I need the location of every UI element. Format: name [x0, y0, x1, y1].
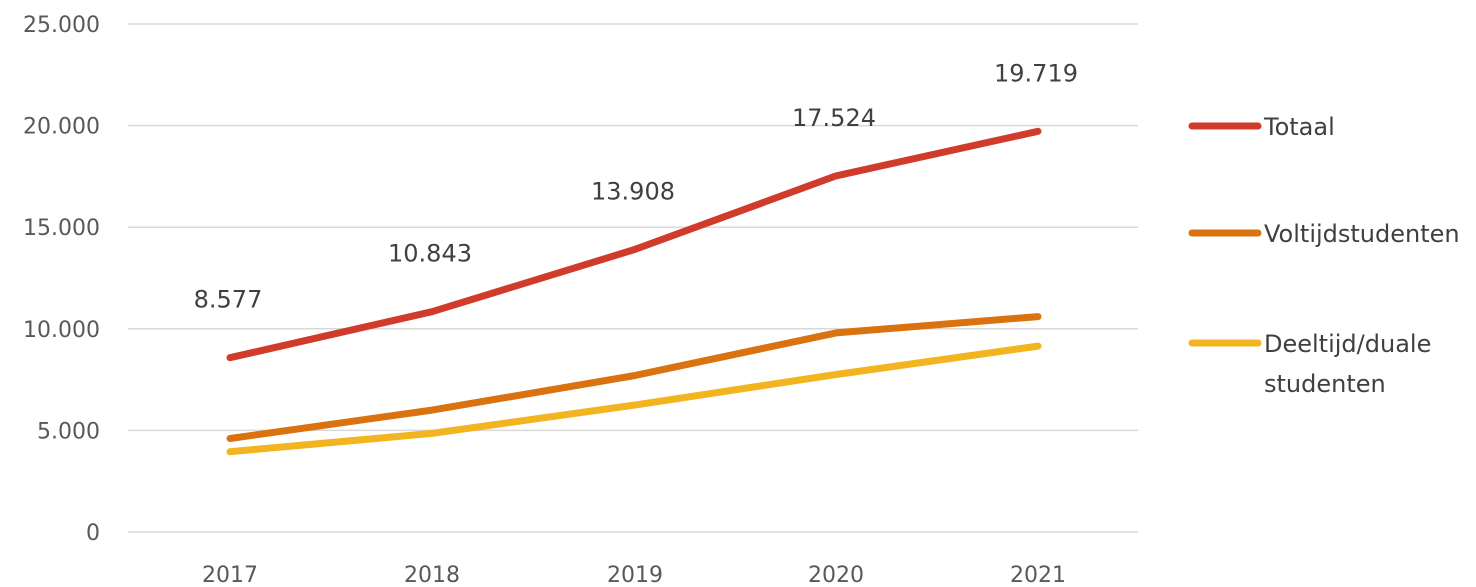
- data-label: 13.908: [591, 177, 675, 205]
- legend-label: Voltijdstudenten: [1264, 220, 1460, 248]
- data-label: 17.524: [792, 104, 876, 132]
- data-label: 8.577: [194, 286, 263, 314]
- legend: Totaal Voltijdstudenten Deeltijd/duale stud…: [1188, 113, 1460, 398]
- y-tick-label: 15.000: [23, 216, 100, 241]
- y-axis-ticks: 0 5.000 10.000 15.000 20.000 25.000: [23, 13, 100, 546]
- gridlines: [128, 23, 1138, 533]
- legend-label: studenten: [1264, 370, 1386, 398]
- y-tick-label: 20.000: [23, 115, 100, 140]
- data-label: 19.719: [994, 59, 1078, 87]
- data-label: 10.843: [388, 240, 472, 268]
- series-line-voltijdstudenten: [226, 313, 1042, 442]
- series-line-deeltijd-duale-studenten: [226, 342, 1042, 456]
- legend-label: Deeltijd/duale: [1264, 330, 1431, 358]
- x-tick-label: 2019: [607, 563, 663, 587]
- x-tick-label: 2017: [202, 563, 258, 587]
- x-tick-label: 2020: [808, 563, 864, 587]
- y-tick-label: 25.000: [23, 13, 100, 38]
- y-tick-label: 10.000: [23, 318, 100, 343]
- series-line-totaal: [226, 127, 1042, 362]
- y-tick-label: 5.000: [37, 419, 100, 444]
- series-lines: [226, 127, 1042, 456]
- x-tick-label: 2021: [1010, 563, 1066, 587]
- x-axis-ticks: 2017 2018 2019 2020 2021: [202, 563, 1066, 587]
- legend-label: Totaal: [1263, 113, 1335, 141]
- data-labels: 8.577 10.843 13.908 17.524 19.719: [194, 59, 1078, 313]
- x-tick-label: 2018: [404, 563, 460, 587]
- y-tick-label: 0: [86, 521, 100, 546]
